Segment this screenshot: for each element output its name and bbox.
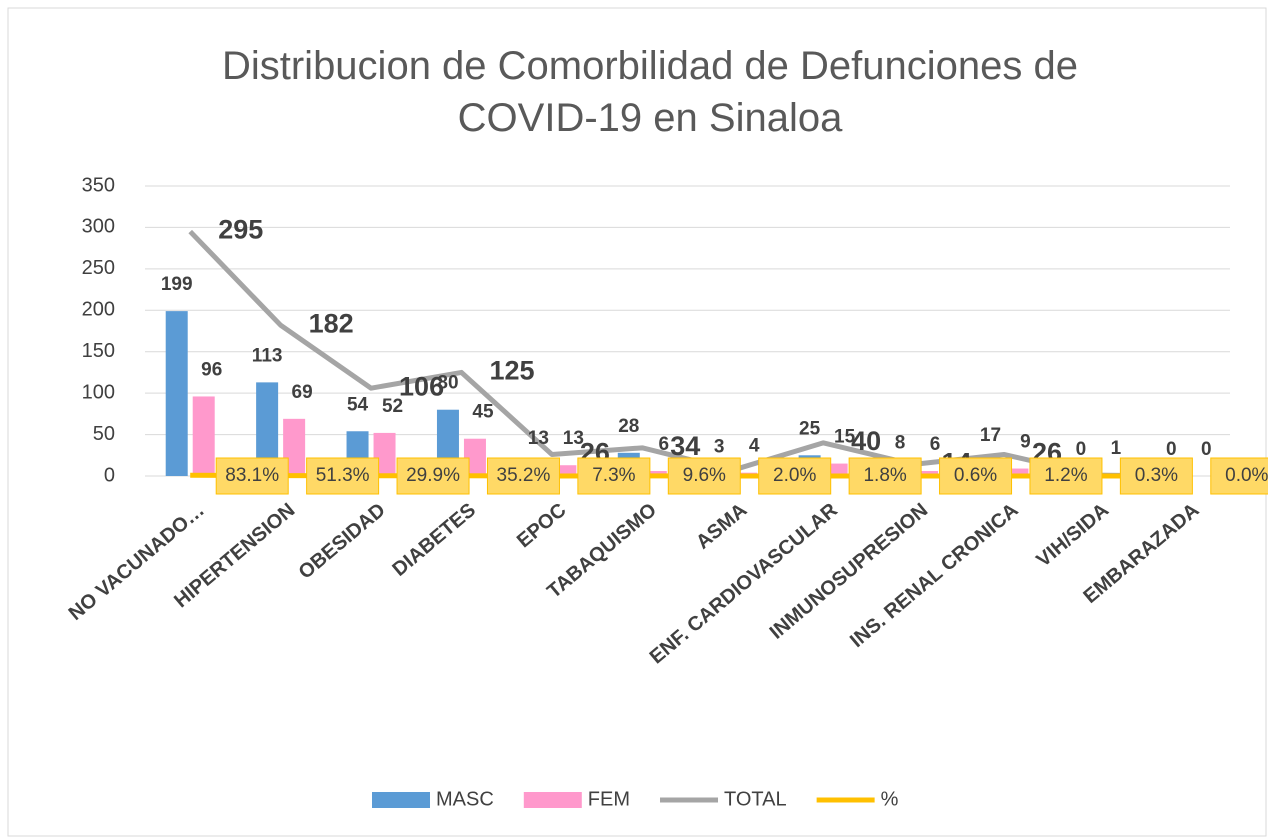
data-label: 106 [399,371,444,401]
label-box [1119,457,1193,495]
data-label: 0.6% [954,465,997,486]
data-label: 182 [309,308,354,338]
label-box [667,457,741,495]
data-label: 13 [528,428,549,449]
data-label: 34 [670,431,700,461]
data-label: 0 [1166,439,1177,460]
bar [165,311,188,476]
data-label-box: 9.6% [667,457,741,495]
data-label-box: 83.1% [215,457,289,495]
data-label: 9.6% [683,465,726,486]
legend-swatch [372,792,430,808]
data-label-box: 51.3% [306,457,380,495]
legend-label: % [881,788,899,810]
data-label: 29.9% [406,465,460,486]
legend-label: TOTAL [724,788,787,810]
data-label: 80 [437,373,458,394]
bar [554,465,577,476]
data-label: 2.0% [773,465,816,486]
label-box [396,457,470,495]
data-label: 4 [749,436,760,457]
data-label: 0 [1201,439,1212,460]
data-label-box: 0.3% [1119,457,1193,495]
data-label: 45 [472,402,494,423]
data-label: 9 [1020,432,1031,453]
data-label: 69 [292,382,313,403]
label-box [1210,457,1268,495]
data-label: 83.1% [225,465,279,486]
data-label-box: 29.9% [396,457,470,495]
data-label: 54 [347,394,369,415]
data-label-box: 2.0% [758,457,832,495]
data-label: 6 [659,434,670,455]
data-label: 25 [799,418,821,439]
data-label: 52 [382,396,403,417]
bar [192,396,215,476]
data-label: 40 [851,426,881,456]
data-label: 1.8% [863,465,906,486]
chart-title: Distribucion de Comorbilidad de Defuncio… [221,44,1079,140]
legend-label: MASC [436,788,494,810]
data-label: 0.3% [1135,465,1178,486]
y-tick-label: 150 [82,340,115,362]
data-label: 3 [714,437,725,458]
legend-label: FEM [588,788,630,810]
data-label: 0 [1076,439,1087,460]
label-box [577,457,651,495]
label-box [486,457,560,495]
data-label-box: 0.6% [939,457,1013,495]
data-label: 125 [489,356,534,386]
data-label: 295 [218,215,263,245]
label-box [215,457,289,495]
data-label: 28 [618,416,639,437]
y-tick-label: 300 [82,216,115,238]
data-label: 51.3% [316,465,370,486]
data-label: 17 [980,425,1001,446]
data-label-box: 1.2% [1029,457,1103,495]
data-label: 6 [930,434,941,455]
label-box [1029,457,1103,495]
data-label-box: 1.8% [848,457,922,495]
legend-swatch [523,792,582,808]
bar [256,382,279,476]
data-label: 0.0% [1225,465,1268,486]
data-label-box: 7.3% [577,457,651,495]
data-label-box: 35.2% [486,457,560,495]
chart-border [7,7,1267,837]
data-label: 7.3% [592,465,635,486]
label-box [939,457,1013,495]
data-label: 15 [834,427,856,448]
data-label: 13 [563,428,584,449]
data-label: 96 [201,359,222,380]
y-tick-label: 350 [82,174,115,196]
y-tick-label: 50 [93,423,115,445]
label-box [848,457,922,495]
data-label: 199 [161,274,193,295]
y-tick-label: 200 [82,299,115,321]
data-label: 1.2% [1044,465,1087,486]
data-label: 8 [895,432,906,453]
label-box [306,457,380,495]
y-tick-label: 0 [104,464,115,486]
bar [1006,468,1029,476]
label-box [758,457,832,495]
y-tick-label: 100 [82,381,115,403]
data-label: 35.2% [497,465,551,486]
data-label: 1 [1111,438,1122,459]
y-tick-label: 250 [82,257,115,279]
data-label-box: 0.0% [1210,457,1268,495]
data-label: 113 [252,345,283,366]
